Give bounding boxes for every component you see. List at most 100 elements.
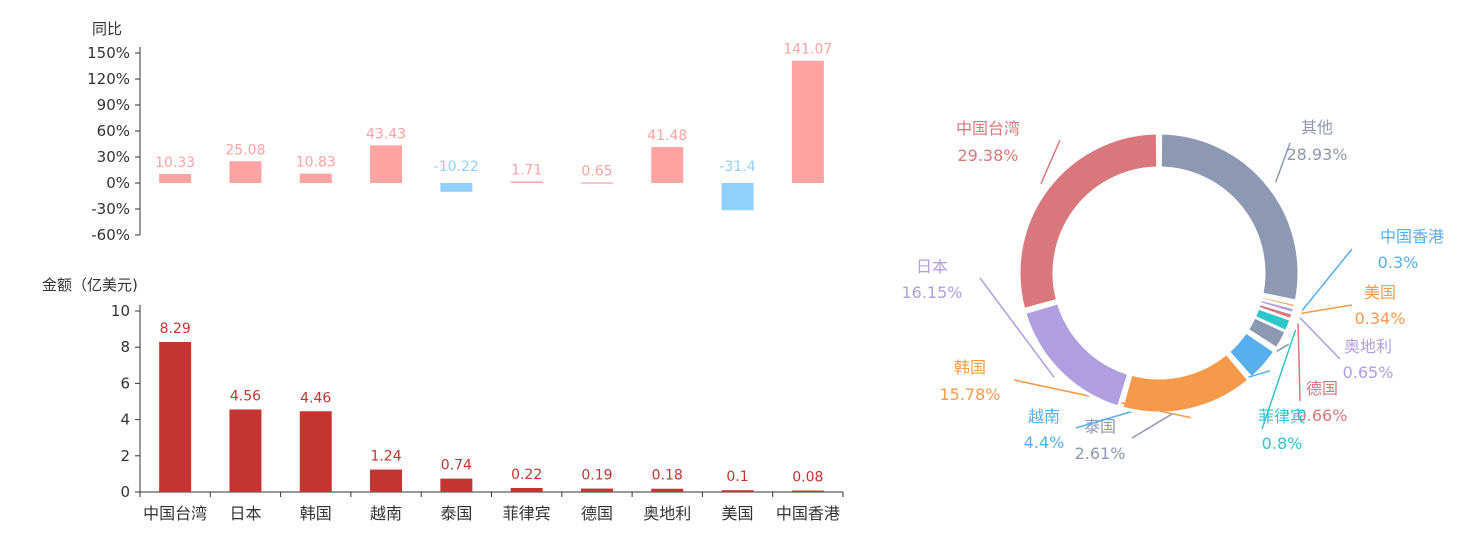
yoy-y-tick-label: -60%: [91, 226, 130, 244]
donut-leader-line: [1040, 139, 1061, 184]
category-label: 泰国: [440, 504, 472, 523]
donut-slice-name: 中国台湾: [956, 119, 1020, 138]
amount-data-label: 0.18: [652, 468, 683, 484]
amount-bar: [651, 488, 684, 492]
donut-leader-line: [1275, 142, 1291, 183]
amount-bar: [580, 488, 613, 492]
yoy-data-label: 0.65: [581, 163, 612, 179]
donut-leader-line: [1299, 317, 1341, 360]
donut-slice-name: 德国: [1306, 379, 1338, 398]
yoy-data-label: -10.22: [434, 159, 479, 175]
amount-data-label: 8.29: [160, 321, 191, 337]
donut-slice-name: 越南: [1028, 407, 1060, 426]
yoy-bar: [580, 182, 613, 184]
category-label: 菲律宾: [503, 504, 551, 523]
yoy-data-label: 43.43: [366, 126, 406, 142]
amount-y-tick-label: 6: [120, 374, 130, 392]
yoy-data-label: 10.33: [155, 155, 195, 171]
amount-data-label: 4.46: [300, 390, 331, 406]
yoy-y-tick-label: -30%: [91, 200, 130, 218]
yoy-y-tick-label: 150%: [87, 44, 130, 62]
donut-slice: [1017, 131, 1160, 312]
amount-bar: [299, 411, 332, 492]
donut-slice-percent: 0.66%: [1297, 406, 1348, 425]
yoy-data-label: 41.48: [647, 128, 687, 144]
donut-slice-name: 泰国: [1084, 417, 1116, 436]
donut-slice: [1022, 300, 1131, 409]
amount-bar: [370, 469, 403, 492]
amount-y-tick-label: 0: [120, 483, 130, 501]
yoy-data-label: 141.07: [783, 42, 832, 58]
donut-slice-name: 其他: [1301, 118, 1333, 137]
yoy-y-tick-label: 90%: [97, 96, 130, 114]
amount-y-tick-label: 8: [120, 338, 130, 356]
donut-slice-percent: 2.61%: [1075, 444, 1126, 463]
donut-slice-percent: 0.34%: [1355, 309, 1406, 328]
yoy-data-label: 10.83: [296, 155, 336, 171]
donut-slice-percent: 16.15%: [901, 283, 962, 302]
amount-data-label: 0.1: [726, 469, 748, 485]
amount-bar: [159, 341, 192, 492]
donut-slice: [1119, 351, 1252, 415]
donut-leader-line: [1261, 329, 1297, 430]
yoy-bar: [791, 60, 824, 183]
donut-slice-percent: 15.78%: [939, 385, 1000, 404]
amount-data-label: 0.19: [581, 468, 612, 484]
amount-bar: [721, 490, 754, 492]
category-label: 中国台湾: [143, 504, 207, 523]
yoy-data-label: 25.08: [225, 142, 265, 158]
category-label: 德国: [581, 504, 613, 523]
donut-slice-percent: 0.3%: [1378, 253, 1419, 272]
yoy-bar: [299, 173, 332, 183]
yoy-y-tick-label: 60%: [97, 122, 130, 140]
donut-slice-percent: 4.4%: [1024, 433, 1065, 452]
category-label: 美国: [722, 504, 754, 523]
category-label: 越南: [370, 504, 402, 523]
donut-leader-line: [1301, 304, 1353, 315]
yoy-bar: [721, 183, 754, 211]
amount-bar-chart: 金额（亿美元) 10 8 6 4 2 0 8.29 4.56 4.46 1.24 0.74 0.22 0.…: [42, 276, 844, 523]
donut-slice-percent: 0.65%: [1343, 363, 1394, 382]
amount-bar: [229, 409, 262, 492]
donut-slice: [1226, 329, 1277, 381]
amount-data-label: 0.22: [511, 467, 542, 483]
amount-axis-title: 金额（亿美元): [42, 276, 138, 294]
donut-slice-name: 日本: [916, 257, 948, 276]
donut-slice: [1245, 314, 1289, 351]
donut-slice-name: 中国香港: [1380, 227, 1444, 246]
category-label: 中国香港: [776, 504, 840, 523]
donut-leader-line: [1301, 248, 1353, 311]
amount-data-label: 1.24: [370, 449, 401, 465]
donut-leader-line: [1297, 323, 1301, 402]
donut-leader-line: [979, 277, 1055, 378]
donut-slice-percent: 0.8%: [1262, 434, 1303, 453]
category-label: 奥地利: [643, 504, 691, 523]
amount-y-tick-label: 4: [120, 411, 130, 429]
yoy-bar-chart: 同比 150% 120% 90% 60% 30% 0% -30% -60% 10.33 25.08 1…: [87, 20, 832, 244]
amount-data-label: 0.08: [792, 470, 823, 486]
donut-slice-name: 菲律宾: [1258, 407, 1306, 426]
yoy-axis-title: 同比: [92, 20, 122, 38]
yoy-y-tick-label: 120%: [87, 70, 130, 88]
yoy-bar: [370, 145, 403, 183]
amount-bar: [791, 490, 824, 492]
donut-slice-name: 美国: [1364, 283, 1396, 302]
amount-bar: [440, 478, 473, 492]
amount-data-label: 0.74: [441, 458, 472, 474]
donut-slice-name: 奥地利: [1344, 337, 1392, 356]
donut-slice-percent: 28.93%: [1286, 145, 1347, 164]
amount-bar: [510, 488, 543, 492]
category-label: 韩国: [300, 504, 332, 523]
yoy-y-tick-label: 0%: [106, 174, 130, 192]
category-label: 日本: [229, 504, 261, 523]
yoy-data-label: -31.4: [719, 159, 755, 175]
yoy-bar: [229, 161, 262, 183]
yoy-y-tick-label: 30%: [97, 148, 130, 166]
donut-slice-percent: 29.38%: [957, 146, 1018, 165]
donut-slice-name: 韩国: [954, 358, 986, 377]
yoy-data-label: 1.71: [511, 163, 542, 179]
amount-y-tick-label: 10: [111, 302, 130, 320]
yoy-bar: [159, 174, 192, 183]
yoy-bar: [440, 183, 473, 192]
